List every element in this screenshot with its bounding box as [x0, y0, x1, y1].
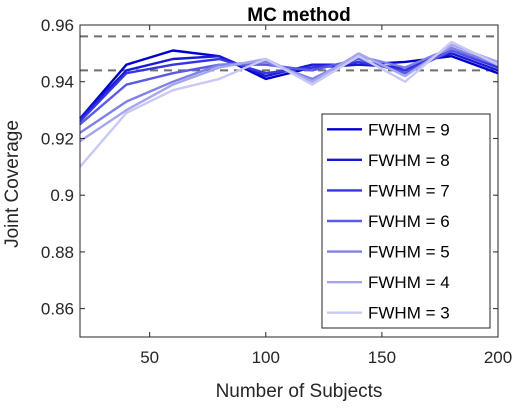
x-tick-label: 150 — [368, 348, 396, 367]
legend-label-fwhm-6: FWHM = 6 — [368, 212, 450, 231]
y-tick-label: 0.96 — [41, 16, 74, 35]
legend-label-fwhm-4: FWHM = 4 — [368, 273, 450, 292]
legend-label-fwhm-7: FWHM = 7 — [368, 181, 450, 200]
legend: FWHM = 9 FWHM = 8 FWHM = 7 FWHM = 6 FWHM = 5… — [321, 113, 491, 329]
y-tick-label: 0.94 — [41, 73, 74, 92]
axes-frame — [79, 24, 499, 338]
series-line-fwhm-9 — [79, 49, 499, 120]
chart-title: MC method — [247, 5, 350, 26]
y-tick-label: 0.86 — [41, 300, 74, 319]
x-tick-label: 50 — [140, 348, 159, 367]
legend-label-fwhm-3: FWHM = 3 — [368, 304, 450, 323]
y-tick-label: 0.9 — [50, 186, 74, 205]
plot-area: 50 100 150 200 0.86 0.88 0.9 0.92 0.94 0.96 FWHM =… — [41, 16, 512, 367]
x-tick-label: 100 — [252, 348, 280, 367]
series-line-fwhm-3 — [79, 40, 499, 168]
x-tick-label: 200 — [484, 348, 512, 367]
y-tick-label: 0.92 — [41, 129, 74, 148]
y-tick-label: 0.88 — [41, 243, 74, 262]
x-axis-label: Number of Subjects — [216, 381, 383, 402]
legend-label-fwhm-9: FWHM = 9 — [368, 120, 450, 139]
legend-label-fwhm-8: FWHM = 8 — [368, 151, 450, 170]
y-axis-label: Joint Coverage — [2, 120, 23, 248]
legend-label-fwhm-5: FWHM = 5 — [368, 243, 450, 262]
